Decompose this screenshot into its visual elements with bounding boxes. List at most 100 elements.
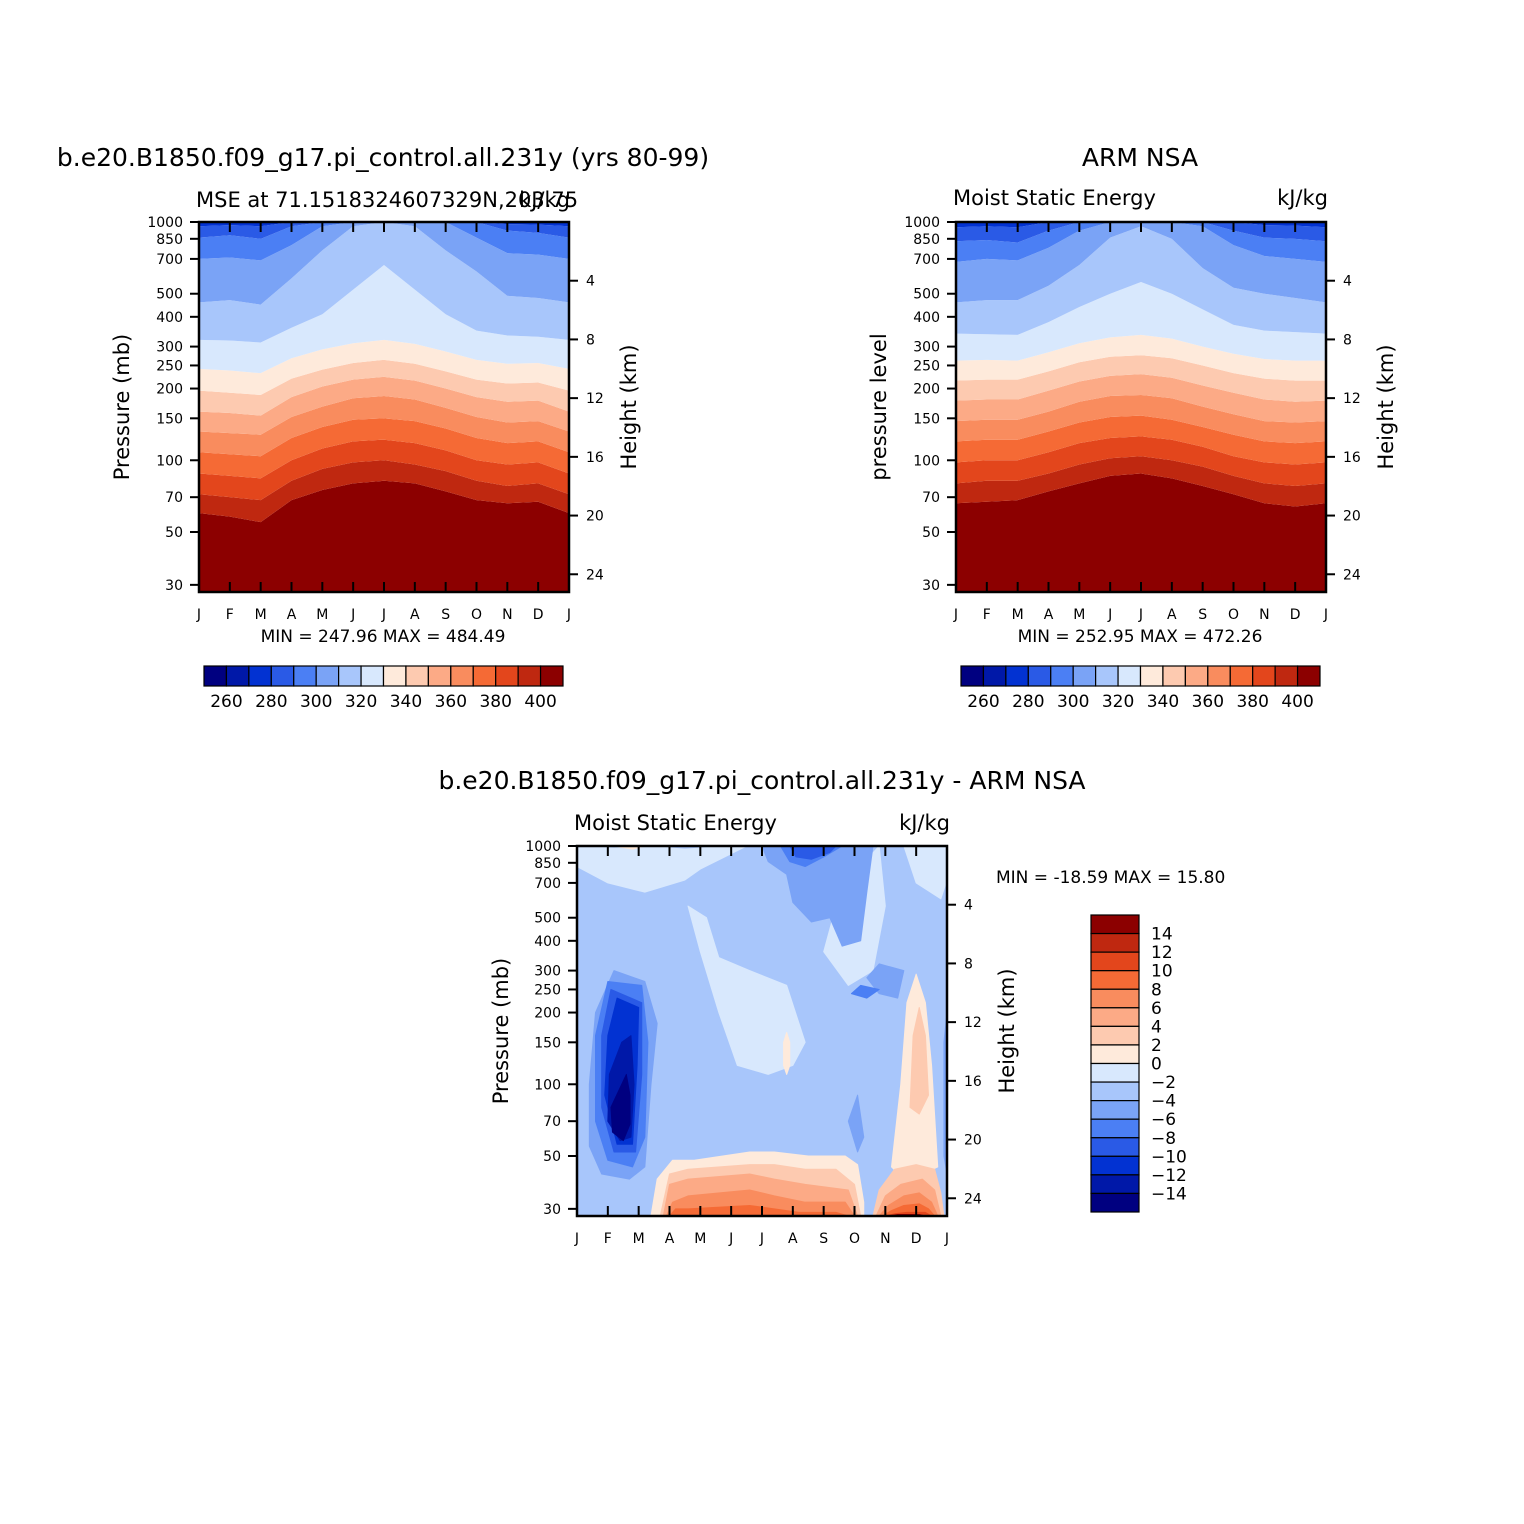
panel-model-subtitle-right: kJ/kg (519, 188, 570, 212)
contour-band (199, 359, 569, 416)
colorbar-swatch (1090, 1118, 1140, 1139)
colorbar-swatch (1090, 1044, 1140, 1065)
contour-band (956, 415, 1326, 465)
y-tick-label: 100 (534, 1077, 561, 1093)
panel-obs-title: ARM NSA (1082, 143, 1198, 172)
contour-band (199, 418, 569, 479)
panel-diff-ylabel-right: Height (km) (995, 968, 1019, 1093)
panel-obs-ylabel-right: Height (km) (1374, 344, 1398, 469)
contour-band (199, 480, 569, 592)
colorbar-swatch (1184, 665, 1209, 687)
x-tick-label: J (566, 607, 571, 623)
y-tick-label: 30 (165, 578, 183, 594)
contour-band (956, 394, 1326, 444)
y-right-tick-label: 20 (1343, 509, 1361, 525)
colorbar-swatch (1090, 970, 1140, 990)
colorbar-swatch (1090, 932, 1140, 953)
contour-band (956, 456, 1326, 507)
x-tick-label: A (410, 607, 420, 623)
x-tick-label: J (728, 1231, 733, 1247)
y-tick-label: 400 (534, 934, 561, 950)
x-tick-label: A (1167, 607, 1177, 623)
y-right-tick-label: 16 (1343, 450, 1361, 466)
colorbar-swatch (1252, 665, 1276, 687)
panel-obs-axes: J F M A M J J A S O N D J 30 50 70 100 150 200 250 300 400 500… (904, 215, 1361, 623)
colorbar-label: 320 (345, 692, 377, 712)
panel-obs-plot (956, 222, 1326, 592)
contour-region (847, 1094, 865, 1153)
colorbar-label: −14 (1151, 1184, 1187, 1204)
x-tick-label: M (633, 1231, 645, 1247)
y-right-tick-label: 24 (964, 1191, 982, 1207)
y-tick-label: 100 (913, 453, 940, 469)
y-tick-label: 500 (156, 287, 183, 303)
panel-diff-plot (577, 846, 947, 1216)
x-tick-label: D (533, 607, 544, 623)
x-tick-label: J (944, 1231, 949, 1247)
colorbar-swatch (1090, 1155, 1140, 1176)
contour-region (610, 1073, 631, 1142)
colorbar-swatch (1090, 1100, 1140, 1120)
y-right-tick-label: 8 (964, 956, 973, 972)
colorbar-label: −6 (1151, 1110, 1176, 1130)
colorbar-swatch (1207, 665, 1231, 687)
colorbar-swatch (1296, 665, 1321, 687)
panel-model-subtitle-left: MSE at 71.1518324607329N,203.75 (196, 188, 578, 212)
colorbar-label: −2 (1151, 1073, 1176, 1093)
y-tick-label: 700 (534, 876, 561, 892)
colorbar-swatch (203, 665, 228, 687)
colorbar-swatch (270, 665, 295, 687)
panel-model: b.e20.B1850.f09_g17.pi_control.all.231y … (57, 143, 709, 712)
x-tick-label: O (471, 607, 482, 623)
colorbar-label: 4 (1151, 1017, 1162, 1037)
y-tick-label: 50 (922, 525, 940, 541)
x-tick-label: A (1044, 607, 1054, 623)
contour-region (783, 1031, 791, 1075)
colorbar-swatch (495, 665, 519, 687)
colorbar-label: 8 (1151, 980, 1162, 1000)
y-tick-label: 150 (156, 411, 183, 427)
y-tick-label: 500 (913, 287, 940, 303)
colorbar-swatch (405, 665, 429, 687)
colorbar-swatch (1090, 1192, 1140, 1213)
colorbar-swatch (1005, 665, 1029, 687)
colorbar-label: 380 (1236, 692, 1268, 712)
y-right-tick-label: 12 (586, 391, 604, 407)
colorbar-label: 280 (1012, 692, 1044, 712)
contour-band (956, 436, 1326, 486)
x-tick-label: J (574, 1231, 579, 1247)
panel-model-ylabel-right: Height (km) (617, 344, 641, 469)
x-tick-label: A (287, 607, 297, 623)
y-tick-label: 100 (156, 453, 183, 469)
y-tick-label: 850 (156, 232, 183, 248)
panel-diff-stats: MIN = -18.59 MAX = 15.80 (996, 868, 1225, 888)
colorbar-swatch (1090, 988, 1140, 1009)
colorbar-swatch (427, 665, 452, 687)
colorbar-swatch (472, 665, 497, 687)
panel-obs-subtitle-left: Moist Static Energy (953, 186, 1156, 210)
x-tick-label: J (1138, 607, 1143, 623)
contour-band (956, 334, 1326, 381)
x-tick-label: J (953, 607, 958, 623)
contour-band (956, 226, 1326, 335)
panel-model-title: b.e20.B1850.f09_g17.pi_control.all.231y … (57, 143, 709, 172)
colorbar-swatch (293, 665, 317, 687)
colorbar-label: 300 (300, 692, 332, 712)
contour-band (199, 222, 569, 343)
contour-region (761, 846, 874, 947)
contour-band (199, 439, 569, 501)
contour-band (199, 376, 569, 435)
y-right-tick-label: 4 (586, 274, 595, 290)
colorbar-swatch (450, 665, 474, 687)
colorbar-label: 2 (1151, 1036, 1162, 1056)
y-tick-label: 30 (922, 578, 940, 594)
y-tick-label: 1000 (147, 215, 183, 231)
contour-band (956, 281, 1326, 361)
colorbar-swatch (382, 665, 407, 687)
colorbar-swatch (1090, 914, 1140, 935)
x-tick-label: J (196, 607, 201, 623)
colorbar-swatch (1090, 1007, 1140, 1027)
x-tick-label: N (880, 1231, 890, 1247)
colorbar-swatch (248, 665, 272, 687)
